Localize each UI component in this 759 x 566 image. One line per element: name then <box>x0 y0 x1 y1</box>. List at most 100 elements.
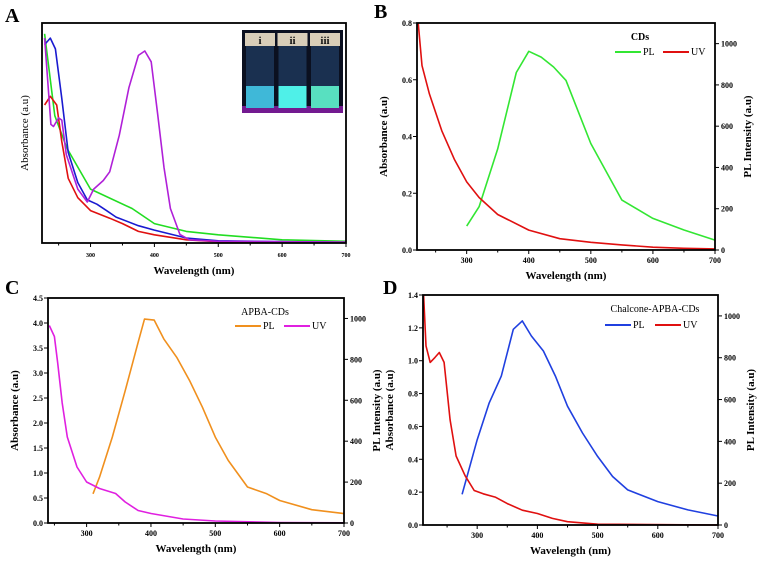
legend-title: Chalcone-APBA-CDs <box>611 304 700 315</box>
x-axis-label: Wavelength (nm) <box>530 545 611 557</box>
y-tick-label: 0.5 <box>33 494 43 503</box>
y2-tick-label: 400 <box>724 437 736 446</box>
legend: APBA-CDs PL UV <box>235 307 327 332</box>
y-tick-label: 1.0 <box>408 357 418 366</box>
x-tick-label: 400 <box>523 256 535 265</box>
x-tick-label: 400 <box>145 529 157 538</box>
legend-label: UV <box>312 321 327 332</box>
x-tick-label: 400 <box>150 253 159 259</box>
panel-label: B <box>374 1 387 23</box>
x-tick-label: 700 <box>712 531 724 540</box>
x-tick-label: 500 <box>209 529 221 538</box>
vial-liquid <box>311 86 339 108</box>
legend-label: UV <box>691 47 706 58</box>
series-line-uv <box>48 325 345 524</box>
y-axis-label: Absorbance (a.u) <box>378 96 390 177</box>
vial-label: iii <box>320 35 329 47</box>
y-tick-label: 0.6 <box>402 76 412 85</box>
y2-tick-label: 800 <box>350 355 362 364</box>
uv-glow <box>242 106 343 113</box>
series-line-1 <box>43 37 347 244</box>
y2-tick-label: 400 <box>721 163 733 172</box>
y-tick-label: 0.8 <box>402 19 412 28</box>
x-tick-label: 300 <box>461 256 473 265</box>
legend: Chalcone-APBA-CDs PL UV <box>605 304 700 331</box>
y-tick-label: 0.4 <box>402 133 412 142</box>
panel-label: C <box>5 277 19 299</box>
vial-ii: ii <box>277 33 308 108</box>
vial-photo-inset: i ii iii <box>242 30 343 113</box>
x-tick-label: 600 <box>274 529 286 538</box>
panel-A: A 300 400 500 600 700 Wavelength (nm) Absorbanc… <box>5 5 351 277</box>
series-line-2 <box>43 95 347 244</box>
y-axis-label: Absorbance (a.u) <box>9 370 21 451</box>
y2-tick-label: 1000 <box>724 312 740 321</box>
y-tick-label: 1.2 <box>408 324 418 333</box>
series-line-uv <box>417 22 716 250</box>
panel-label: A <box>5 5 20 27</box>
y2-tick-label: 200 <box>350 478 362 487</box>
series-line-pl <box>461 320 719 517</box>
y2-tick-label: 200 <box>724 479 736 488</box>
vial-cap <box>277 33 308 46</box>
x-axis-label: Wavelength (nm) <box>156 543 237 555</box>
vial-body <box>311 46 339 86</box>
x-axis-label: Wavelength (nm) <box>526 270 607 282</box>
legend-title: APBA-CDs <box>241 307 289 318</box>
vial-iii: iii <box>310 33 340 108</box>
y-tick-label: 2.0 <box>33 419 43 428</box>
legend-label: UV <box>683 320 698 331</box>
y2-tick-label: 400 <box>350 437 362 446</box>
vial-i: i <box>245 33 275 108</box>
x-tick-label: 300 <box>81 529 93 538</box>
y2-axis-label: PL Intensity (a.u) <box>371 369 383 452</box>
y2-tick-label: 600 <box>721 122 733 131</box>
y-tick-label: 0.2 <box>408 488 418 497</box>
y2-tick-label: 1000 <box>721 40 737 49</box>
plot-frame <box>416 22 716 251</box>
y2-tick-label: 800 <box>724 354 736 363</box>
x-tick-label: 700 <box>338 529 350 538</box>
y-tick-label: 0.0 <box>408 521 418 530</box>
series-line-pl <box>466 50 716 241</box>
legend: CDs PL UV <box>615 32 706 58</box>
series-line-pl <box>92 318 345 515</box>
x-tick-label: 600 <box>278 253 287 259</box>
y-tick-label: 0.0 <box>33 519 43 528</box>
panel-B: B 300 400 500 600 700 0.0 0.2 0.4 0.6 0.8 0 200 400 60… <box>374 1 754 282</box>
y2-tick-label: 600 <box>724 396 736 405</box>
y-tick-label: 0.4 <box>408 455 418 464</box>
y-tick-label: 1.0 <box>33 469 43 478</box>
vial-liquid <box>246 86 274 108</box>
y2-tick-label: 1000 <box>350 314 366 323</box>
y-axis-label: Absorbance (a.u) <box>19 95 31 171</box>
vial-liquid <box>278 86 307 108</box>
y2-tick-label: 200 <box>721 205 733 214</box>
y-tick-label: 4.5 <box>33 294 43 303</box>
y-axis-label: Absorbance (a.u) <box>384 369 396 450</box>
x-tick-label: 700 <box>342 253 351 259</box>
y-tick-label: 3.0 <box>33 369 43 378</box>
legend-label: PL <box>643 47 655 58</box>
legend-label: PL <box>263 321 275 332</box>
y-tick-label: 0.0 <box>402 246 412 255</box>
vial-cap <box>245 33 275 46</box>
x-axis-label: Wavelength (nm) <box>154 265 235 277</box>
panel-label: D <box>383 277 397 299</box>
x-tick-label: 500 <box>214 253 223 259</box>
x-tick-label: 500 <box>592 531 604 540</box>
y2-tick-label: 0 <box>721 246 725 255</box>
vial-label: i <box>258 35 261 47</box>
y-tick-label: 0.2 <box>402 189 412 198</box>
panel-C: C 300 400 500 600 700 0.0 0.5 1.0 1.5 2.0 2.5 3.0 3.5… <box>5 277 383 555</box>
vial-cap <box>310 33 340 46</box>
y2-axis-label: PL Intensity (a.u) <box>745 369 757 452</box>
y2-tick-label: 0 <box>724 521 728 530</box>
y-tick-label: 4.0 <box>33 319 43 328</box>
y-tick-label: 0.8 <box>408 390 418 399</box>
y-tick-label: 0.6 <box>408 422 418 431</box>
legend-title: CDs <box>631 32 649 43</box>
x-tick-label: 600 <box>652 531 664 540</box>
legend-label: PL <box>633 320 645 331</box>
